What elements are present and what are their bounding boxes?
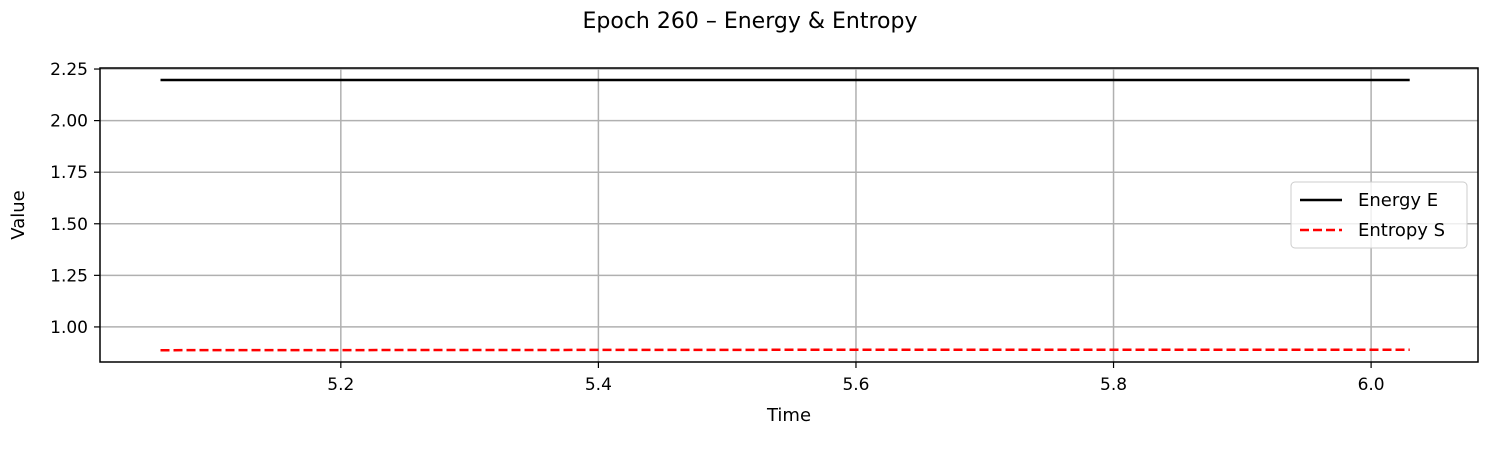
plot-series [160, 78, 1410, 352]
legend: Energy E Entropy S [1290, 181, 1468, 249]
grid [100, 68, 1478, 362]
x-tick-label: 5.8 [1100, 375, 1127, 395]
x-tick-label: 5.2 [327, 375, 354, 395]
y-tick-label: 2.00 [50, 112, 88, 132]
y-tick-label: 1.75 [50, 163, 88, 183]
y-axis-label: Value [8, 190, 29, 239]
y-tick-label: 1.25 [50, 266, 88, 286]
legend-box [1290, 181, 1468, 249]
legend-label-entropy: Entropy S [1358, 220, 1445, 241]
x-axis-ticks: 5.2 5.4 5.6 5.8 6.0 [327, 362, 1385, 395]
y-tick-label: 1.50 [50, 215, 88, 235]
y-tick-label: 2.25 [50, 60, 88, 80]
x-axis-label: Time [766, 405, 811, 426]
plot-frame [99, 67, 1479, 363]
x-tick-label: 5.6 [842, 375, 869, 395]
y-axis-ticks: 1.00 1.25 1.50 1.75 2.00 2.25 [50, 60, 100, 338]
x-tick-label: 5.4 [585, 375, 612, 395]
y-tick-label: 1.00 [50, 318, 88, 338]
chart-title: Epoch 260 – Energy & Entropy [583, 9, 918, 34]
legend-label-energy: Energy E [1358, 190, 1438, 211]
x-tick-label: 6.0 [1358, 375, 1385, 395]
